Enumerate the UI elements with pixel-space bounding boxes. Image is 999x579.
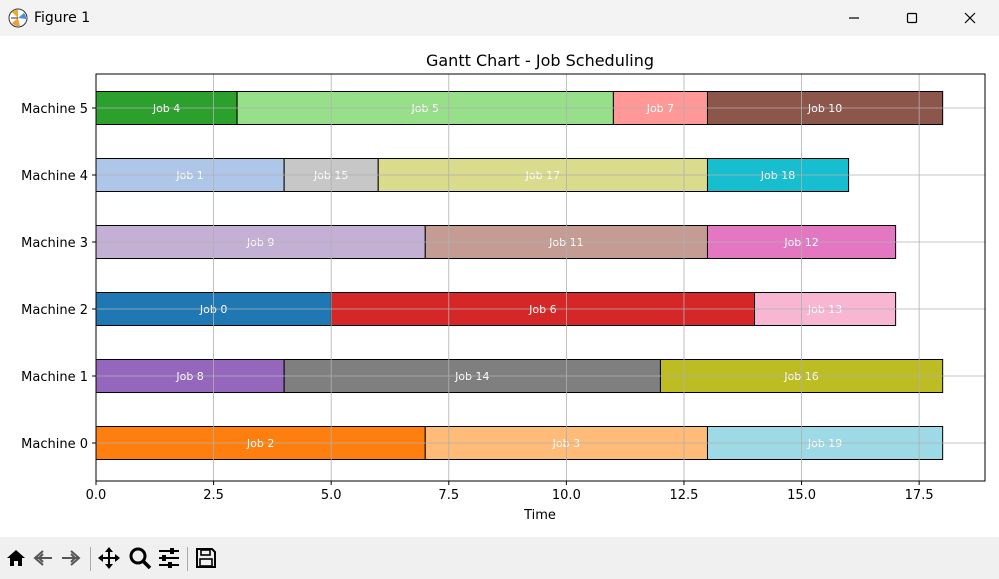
y-tick-label: Machine 1 — [21, 370, 88, 385]
bar-labels: Job 4 Job 5 Job 7 Job 10 Job 1 Job 15 Job 17 Jo… — [152, 102, 842, 450]
bar-label: Job 16 — [783, 370, 818, 383]
bar-label: Job 10 — [807, 102, 842, 115]
bar-label: Job 6 — [528, 303, 556, 316]
bar-label: Job 12 — [783, 236, 818, 249]
home-button[interactable] — [3, 545, 29, 571]
magnifier-icon — [129, 547, 152, 570]
x-axis: 0.0 2.5 5.0 7.5 10.0 12.5 15.0 17.5 — [86, 481, 934, 503]
matplotlib-logo-icon — [8, 8, 28, 28]
bar-label: Job 2 — [246, 437, 274, 450]
bar-label: Job 0 — [199, 303, 227, 316]
pan-button[interactable] — [96, 545, 122, 571]
y-tick-label: Machine 3 — [21, 236, 88, 251]
maximize-button[interactable] — [883, 0, 941, 36]
bar-label: Job 19 — [807, 437, 842, 450]
grid-lines — [95, 74, 985, 481]
x-tick-label: 7.5 — [438, 488, 459, 503]
window-title: Figure 1 — [34, 10, 91, 26]
x-tick-label: 15.0 — [787, 488, 816, 503]
bar-label: Job 3 — [552, 437, 580, 450]
close-button[interactable] — [941, 0, 999, 36]
bar-label: Job 14 — [454, 370, 489, 383]
bar-label: Job 4 — [152, 102, 180, 115]
bar-label: Job 11 — [548, 236, 583, 249]
minimize-icon — [849, 17, 859, 19]
bar-label: Job 5 — [411, 102, 439, 115]
floppy-disk-icon — [196, 548, 216, 568]
toolbar-separator — [187, 547, 188, 571]
y-tick-label: Machine 5 — [21, 102, 88, 117]
back-button[interactable] — [30, 545, 56, 571]
bar-label: Job 9 — [246, 236, 274, 249]
x-tick-label: 12.5 — [669, 488, 698, 503]
chart-title: Gantt Chart - Job Scheduling — [426, 51, 654, 70]
bars — [95, 91, 944, 460]
bar-label: Job 17 — [525, 169, 560, 182]
forward-button[interactable] — [58, 545, 84, 571]
back-arrow-icon — [33, 550, 52, 566]
x-tick-label: 5.0 — [321, 488, 342, 503]
plot-frame — [95, 73, 986, 482]
move-arrows-icon — [98, 547, 120, 569]
x-tick-label: 17.5 — [905, 488, 934, 503]
configure-subplots-button[interactable] — [156, 545, 182, 571]
sliders-icon — [159, 548, 179, 568]
x-axis-label: Time — [523, 508, 556, 523]
window-titlebar: Figure 1 — [0, 0, 999, 36]
y-axis: Machine 0 Machine 1 Machine 2 Machine 3 Mach… — [21, 102, 96, 452]
x-tick-label: 2.5 — [203, 488, 224, 503]
maximize-icon — [906, 12, 918, 24]
x-tick-label: 10.0 — [552, 488, 581, 503]
close-icon — [964, 12, 976, 24]
bar-label: Job 18 — [760, 169, 795, 182]
forward-arrow-icon — [62, 550, 81, 566]
minimize-button[interactable] — [825, 0, 883, 36]
save-button[interactable] — [193, 545, 219, 571]
zoom-button[interactable] — [127, 545, 153, 571]
toolbar-separator — [90, 547, 91, 571]
y-tick-label: Machine 0 — [21, 437, 88, 452]
bar-label: Job 8 — [175, 370, 203, 383]
navigation-toolbar — [0, 537, 999, 579]
home-icon — [7, 550, 25, 566]
y-tick-label: Machine 2 — [21, 303, 88, 318]
bar-label: Job 15 — [313, 169, 348, 182]
y-tick-label: Machine 4 — [21, 169, 88, 184]
bar-label: Job 7 — [646, 102, 674, 115]
x-tick-label: 0.0 — [86, 488, 107, 503]
bar-label: Job 1 — [175, 169, 203, 182]
bar-label: Job 13 — [807, 303, 842, 316]
